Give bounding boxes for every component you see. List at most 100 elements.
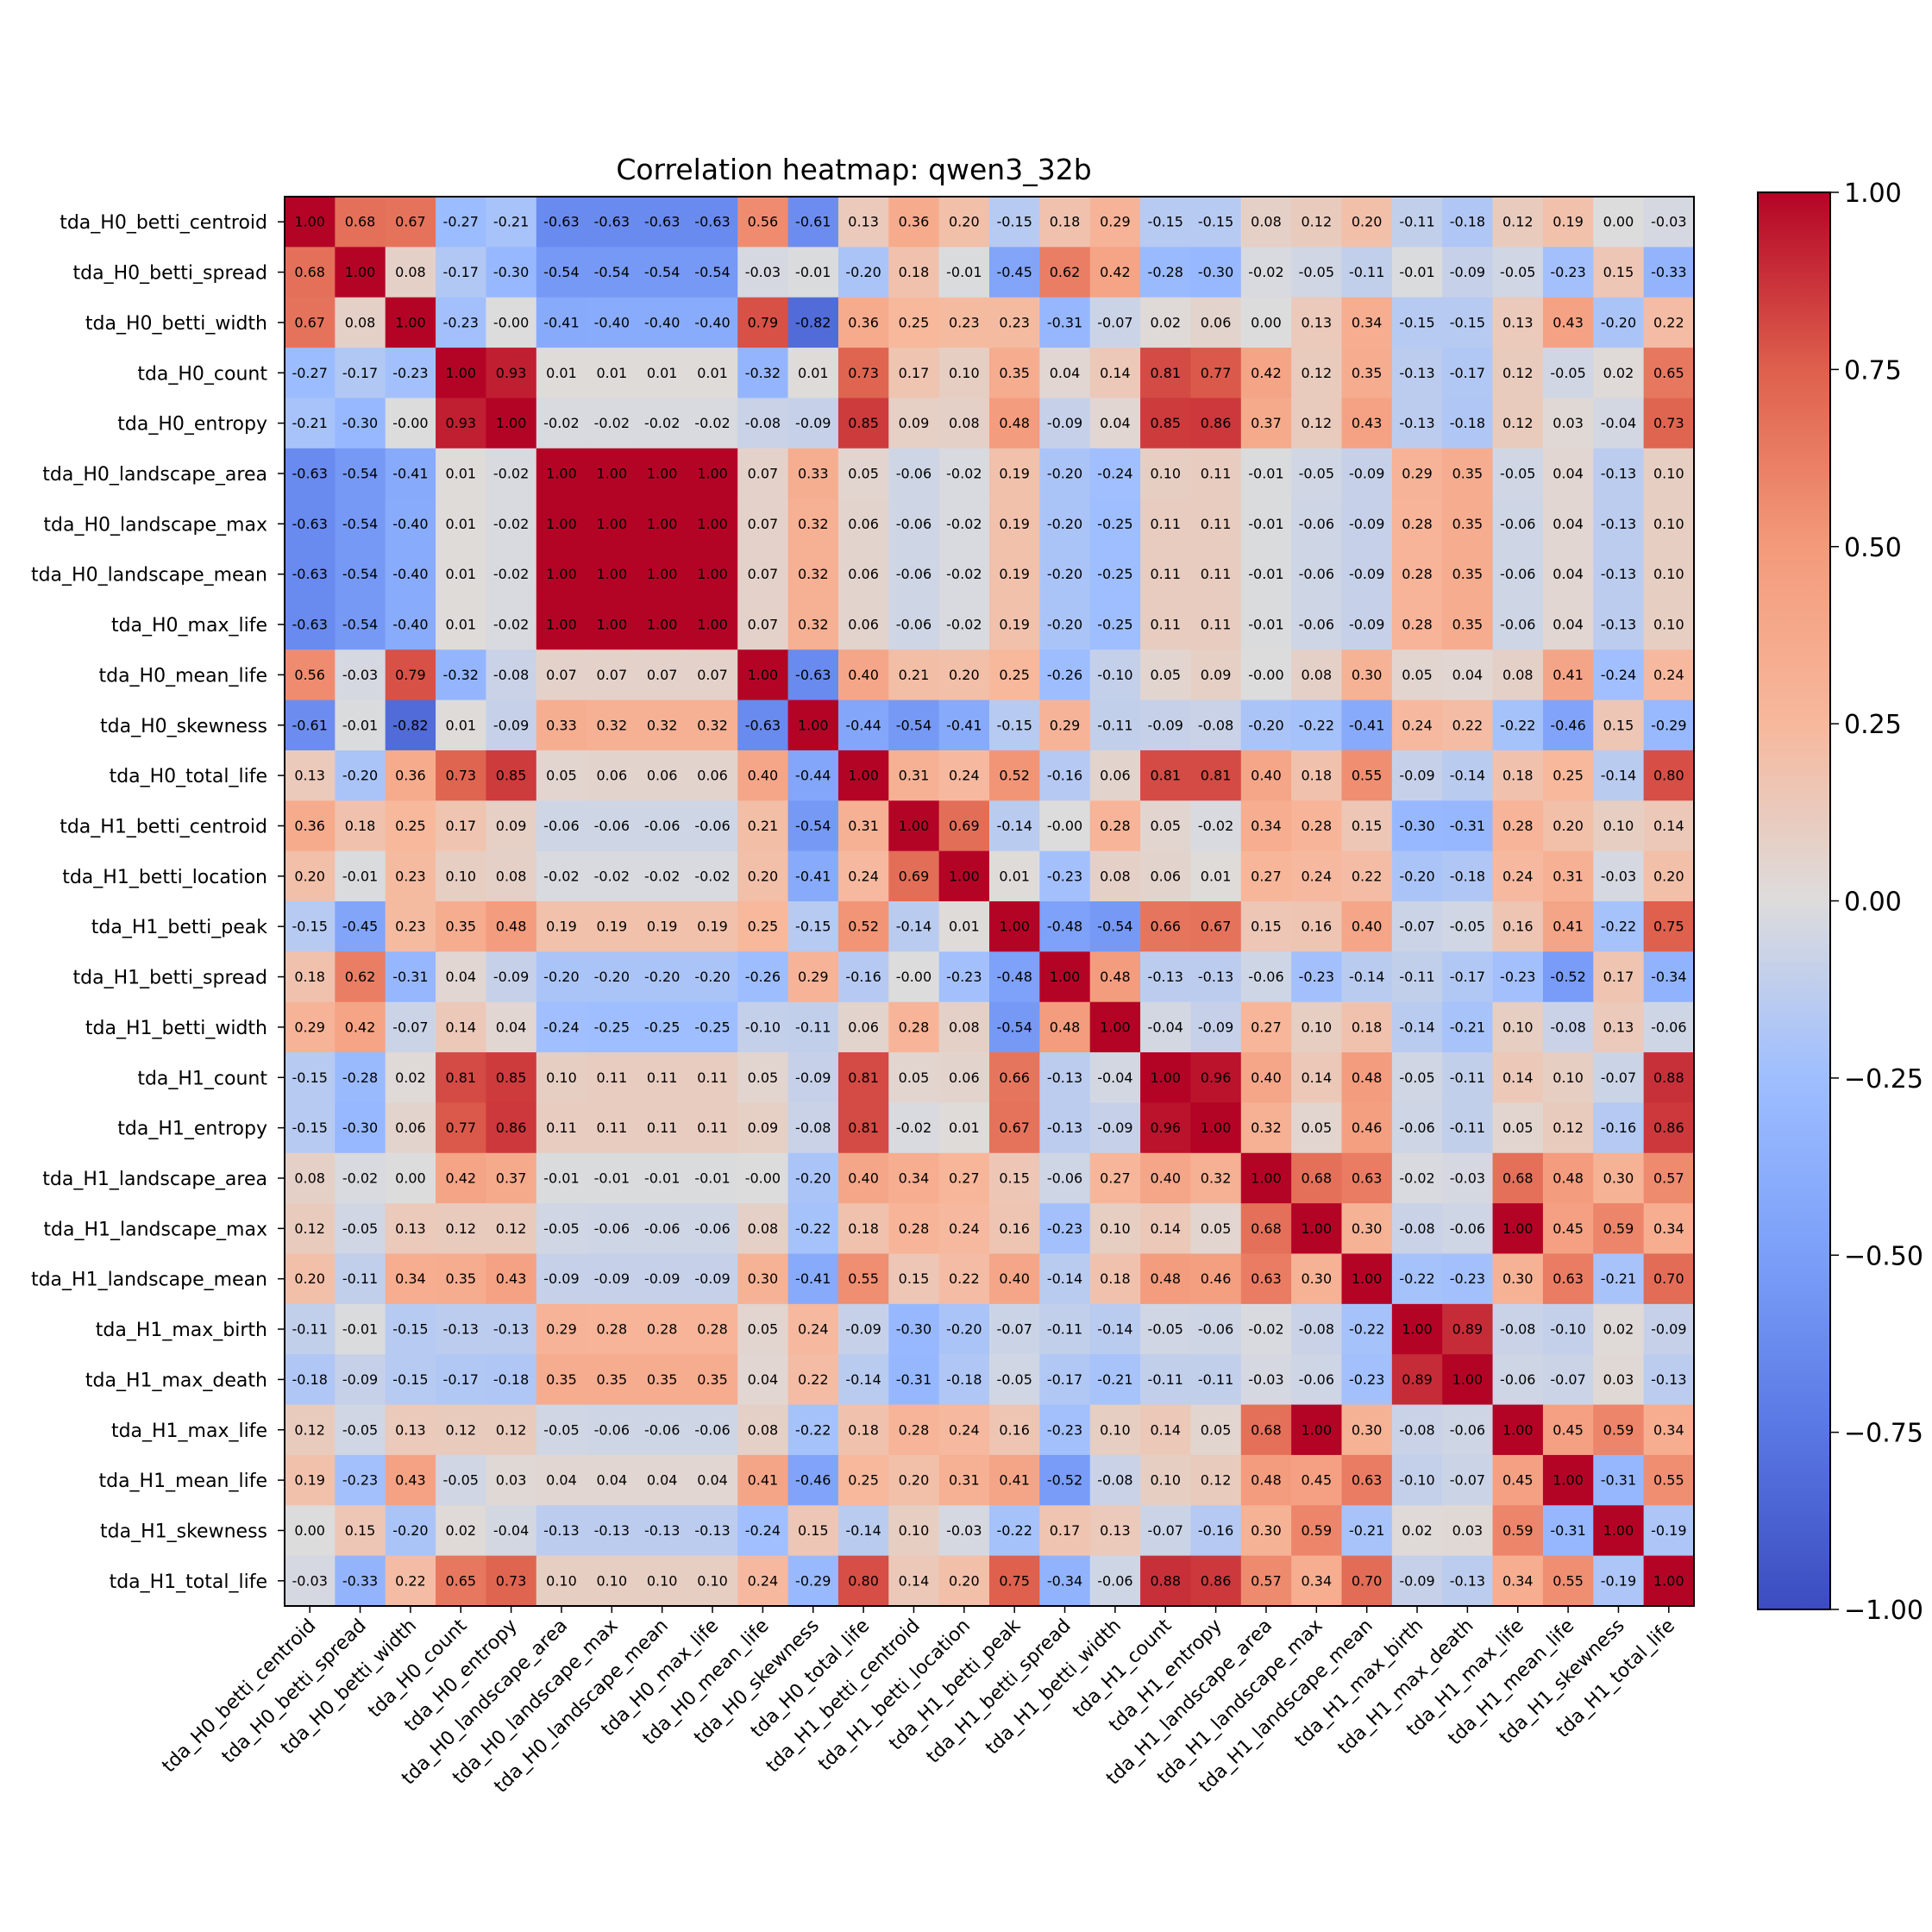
heatmap-cell (1542, 348, 1594, 399)
cell-value-label: 0.33 (798, 465, 829, 481)
cell-value-label: 0.04 (1100, 415, 1131, 431)
cell-value-label: 0.19 (999, 566, 1030, 582)
cell-value-label: -0.13 (493, 1321, 529, 1338)
heatmap-cell (637, 499, 688, 550)
heatmap-cell (687, 297, 738, 348)
cell-value-label: 1.00 (597, 516, 628, 532)
cell-value-label: -0.21 (1601, 1270, 1636, 1287)
heatmap-cell (687, 1253, 738, 1305)
cell-value-label: -0.03 (1601, 868, 1636, 884)
heatmap-cell (486, 247, 537, 298)
heatmap-cell (837, 197, 889, 248)
heatmap-cell (586, 297, 638, 348)
cell-value-label: 0.23 (999, 314, 1030, 330)
cell-value-label: -0.25 (694, 1019, 730, 1035)
cell-value-label: -0.01 (342, 717, 378, 733)
heatmap-cell (586, 599, 638, 650)
cell-value-label: 0.24 (848, 868, 879, 884)
heatmap-cell (1341, 297, 1393, 348)
cell-value-label: -0.13 (443, 1321, 479, 1338)
cell-value-label: -0.22 (1349, 1321, 1384, 1338)
cell-value-label: 0.10 (597, 1572, 628, 1589)
cell-value-label: 0.08 (496, 868, 527, 884)
cell-value-label: 0.89 (1452, 1321, 1484, 1338)
heatmap-cell (1089, 599, 1141, 650)
heatmap-cell (436, 1505, 487, 1557)
cell-value-label: 0.52 (999, 768, 1030, 784)
cell-value-label: 0.70 (1653, 1270, 1684, 1287)
cell-value-label: 0.63 (1352, 1170, 1383, 1186)
heatmap-cell (1442, 247, 1494, 298)
heatmap-cell (1643, 1152, 1695, 1204)
cell-value-label: -0.52 (1047, 1472, 1082, 1489)
cell-value-label: -0.06 (1500, 566, 1535, 582)
cell-value-label: -0.05 (342, 1421, 378, 1438)
heatmap-cell (1442, 1203, 1494, 1255)
heatmap-cell (1442, 1152, 1494, 1204)
heatmap-cell (737, 1102, 789, 1154)
cell-value-label: -0.23 (1047, 1220, 1082, 1237)
heatmap-cell (837, 398, 889, 449)
cell-value-label: 0.12 (1502, 365, 1534, 381)
cell-value-label: -0.24 (543, 1019, 579, 1035)
cell-value-label: 0.88 (1150, 1572, 1181, 1589)
heatmap-cell (938, 1404, 990, 1456)
heatmap-cell (436, 901, 487, 952)
cell-value-label: -0.15 (996, 214, 1032, 230)
cell-value-label: -0.40 (644, 314, 680, 330)
heatmap-cell (1240, 599, 1292, 650)
cell-value-label: -0.18 (946, 1371, 982, 1388)
cell-value-label: -0.21 (1097, 1371, 1132, 1388)
heatmap-cell (1240, 850, 1292, 902)
cell-value-label: 0.10 (546, 1572, 577, 1589)
heatmap-cell (1089, 448, 1141, 499)
heatmap-cell (888, 1052, 940, 1104)
heatmap-cell (1391, 197, 1443, 248)
heatmap-cell (1089, 699, 1141, 751)
heatmap-cell (1039, 699, 1091, 751)
heatmap-cell (1140, 1253, 1192, 1305)
cell-value-label: 0.10 (1653, 465, 1684, 481)
heatmap-cell (1442, 649, 1494, 701)
cell-value-label: -0.16 (1198, 1522, 1233, 1539)
cell-value-label: -0.06 (1299, 516, 1334, 532)
heatmap-cell (1542, 750, 1594, 801)
heatmap-cell (787, 901, 839, 952)
heatmap-cell (637, 1454, 688, 1506)
heatmap-cell (1542, 1001, 1594, 1053)
heatmap-cell (486, 800, 537, 852)
heatmap-cell (1190, 1354, 1242, 1406)
cell-value-label: -0.22 (1601, 919, 1636, 935)
cell-value-label: -0.06 (1299, 566, 1334, 582)
cell-value-label: -0.29 (1651, 717, 1686, 733)
heatmap-cell (385, 297, 436, 348)
cell-value-label: -0.09 (1450, 264, 1485, 280)
cell-value-label: 0.40 (848, 667, 879, 683)
cell-value-label: -0.06 (694, 1421, 730, 1438)
cell-value-label: 0.55 (1653, 1472, 1684, 1489)
cell-value-label: 0.80 (1653, 768, 1684, 784)
heatmap-cell (737, 448, 789, 499)
heatmap-cell (385, 448, 436, 499)
y-tick-label: tda_H0_landscape_mean (31, 565, 267, 586)
heatmap-cell (687, 398, 738, 449)
cell-value-label: -0.20 (1248, 717, 1283, 733)
cell-value-label: 0.46 (1201, 1270, 1232, 1287)
cell-value-label: -0.02 (493, 465, 529, 481)
cell-value-label: 0.35 (445, 919, 476, 935)
cell-value-label: 0.10 (1100, 1220, 1131, 1237)
cell-value-label: 0.15 (1603, 264, 1634, 280)
cell-value-label: 0.13 (1302, 314, 1333, 330)
colorbar-tick-label: 0.25 (1844, 710, 1902, 740)
cell-value-label: 0.35 (546, 1371, 577, 1388)
heatmap-cell (486, 1404, 537, 1456)
cell-value-label: 0.32 (798, 617, 829, 633)
heatmap-cell (536, 699, 587, 751)
cell-value-label: 0.93 (496, 365, 527, 381)
heatmap-cell (1643, 800, 1695, 852)
heatmap-cell (385, 850, 436, 902)
cell-value-label: -0.15 (292, 1070, 327, 1086)
cell-value-label: 0.04 (1552, 516, 1584, 532)
cell-value-label: -0.05 (1500, 264, 1535, 280)
cell-value-label: -0.05 (1450, 919, 1485, 935)
